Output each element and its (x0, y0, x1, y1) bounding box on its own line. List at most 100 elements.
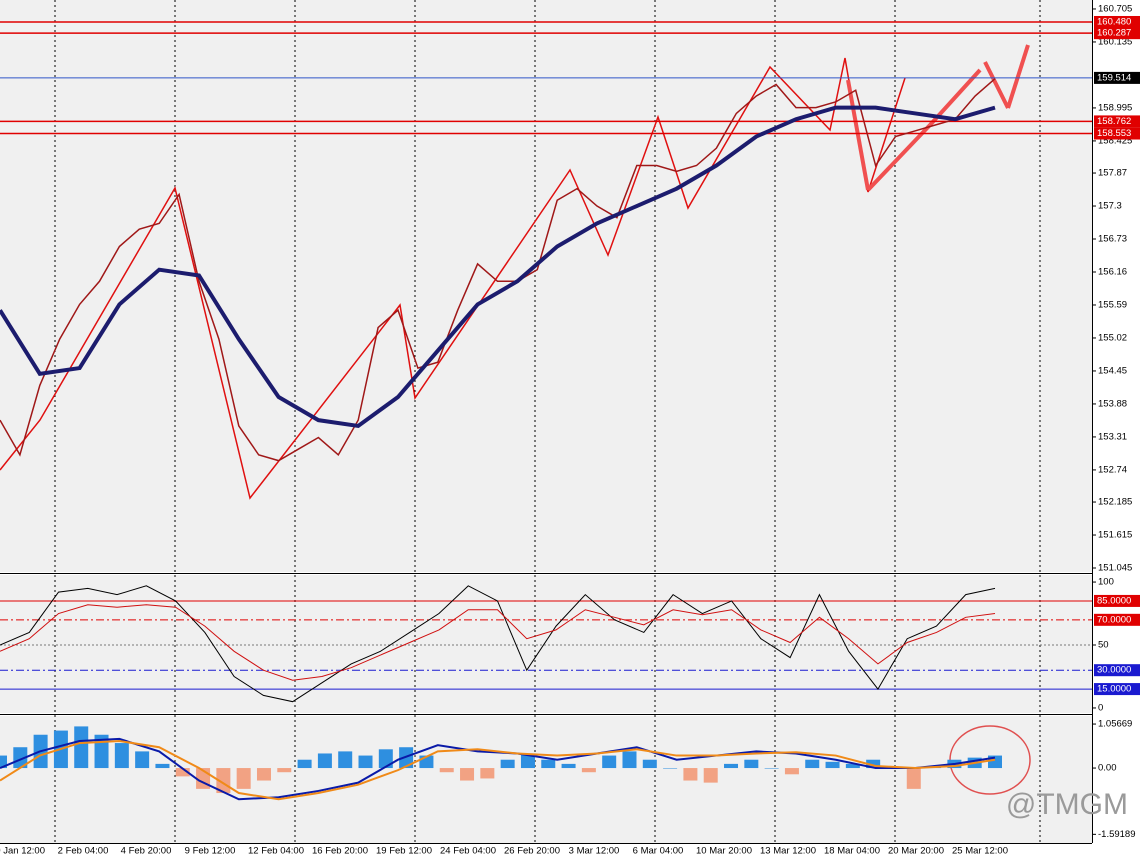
histogram-bar (216, 768, 231, 794)
level-label: 70.0000 (1097, 614, 1131, 625)
x-tick-label: 18 Mar 04:00 (824, 846, 880, 857)
x-tick-label: 19 Feb 12:00 (376, 846, 432, 857)
y-tick-label: 152.185 (1098, 497, 1132, 508)
level-label: 158.553 (1097, 128, 1131, 139)
y-tick-label: 153.31 (1098, 431, 1127, 442)
histogram-bar (439, 768, 454, 773)
histogram-bar (642, 759, 657, 769)
y-tick-label: 0.00 (1098, 763, 1117, 774)
histogram-bar (460, 768, 475, 781)
histogram-bar (500, 759, 515, 769)
histogram-bar (135, 751, 150, 769)
series-line (0, 737, 996, 801)
histogram-bar (297, 759, 312, 769)
x-tick-label: 26 Feb 20:00 (504, 846, 560, 857)
x-tick-label: 13 Mar 12:00 (760, 846, 816, 857)
y-tick-label: 50 (1098, 640, 1109, 651)
y-tick-label: 0 (1098, 702, 1103, 713)
histogram-bar (764, 768, 779, 769)
level-label: 160.480 (1097, 17, 1131, 28)
histogram-bar (317, 753, 332, 769)
x-tick-label: 20 Mar 20:00 (888, 846, 944, 857)
x-tick-label: 25 Mar 12:00 (952, 846, 1008, 857)
histogram-bar (378, 749, 393, 769)
y-tick-label: 154.45 (1098, 365, 1127, 376)
y-tick-label: 158.995 (1098, 102, 1132, 113)
level-label-box (1094, 594, 1140, 607)
level-label-box (1094, 683, 1140, 696)
y-tick-label: 152.74 (1098, 464, 1127, 475)
series-line (0, 604, 996, 681)
histogram-bar (256, 768, 271, 781)
level-label-box (1094, 27, 1140, 40)
histogram-bar (358, 755, 373, 769)
y-tick-label: 155.02 (1098, 332, 1127, 343)
x-tick-label: 9 Feb 12:00 (185, 846, 236, 857)
histogram-bar (155, 763, 170, 769)
histogram-bar (541, 759, 556, 769)
y-tick-label: 157.87 (1098, 168, 1127, 179)
x-tick-label: 24 Feb 04:00 (440, 846, 496, 857)
zigzag (0, 57, 906, 500)
macd-panel (0, 716, 1092, 843)
x-tick-label: 6 Mar 04:00 (633, 846, 684, 857)
price-panel (0, 0, 1092, 572)
level-label: 30.0000 (1097, 665, 1131, 676)
y-tick-label: 151.615 (1098, 530, 1132, 541)
x-tick-label: 10 Mar 20:00 (696, 846, 752, 857)
histogram-bar (74, 726, 89, 769)
level-label-box (1094, 613, 1140, 626)
y-tick-label: 157.3 (1098, 201, 1122, 212)
series-line (0, 585, 996, 703)
level-label: 159.514 (1097, 72, 1131, 83)
watermark: @TMGM (1006, 788, 1128, 821)
histogram-bar (866, 759, 881, 769)
level-label-box (1094, 664, 1140, 677)
plot-layer: 160.705 160.135 158.995 158.425 157.87 157.3 1… (0, 3, 1140, 857)
x-tick-label: 2 Feb 04:00 (58, 846, 109, 857)
histogram-bar (784, 768, 799, 775)
y-tick-label: 151.045 (1098, 563, 1132, 574)
histogram-bar (622, 751, 637, 769)
histogram-bar (906, 768, 921, 789)
histogram-bar (480, 768, 495, 779)
histogram-bar (0, 755, 7, 769)
y-tick-label: 155.59 (1098, 299, 1127, 310)
histogram-bar (236, 768, 251, 789)
level-label-box (1094, 71, 1140, 84)
y-tick-label: -1.59189 (1098, 829, 1136, 840)
level-label-box (1094, 115, 1140, 128)
histogram-bar (845, 763, 860, 769)
y-tick-label: 1.05669 (1098, 719, 1132, 730)
histogram-bar (825, 761, 840, 769)
histogram-bar (703, 768, 718, 783)
histogram-bar (805, 759, 820, 769)
histogram-bar (338, 751, 353, 769)
level-label: 15.0000 (1097, 684, 1131, 695)
histogram-bar (175, 768, 190, 777)
histogram-bar (663, 768, 678, 769)
level-label-box (1094, 127, 1140, 140)
y-tick-label: 153.88 (1098, 398, 1127, 409)
level-label-box (1094, 15, 1140, 28)
x-tick-label: 29 Jan 12:00 (0, 846, 45, 857)
y-tick-label: 158.425 (1098, 135, 1132, 146)
y-tick-label: 156.73 (1098, 234, 1127, 245)
stochastic-panel (0, 575, 1092, 713)
histogram-bar (277, 768, 292, 773)
series-line (0, 105, 996, 429)
level-label: 158.762 (1097, 116, 1131, 127)
level-label: 160.287 (1097, 28, 1131, 39)
x-tick-label: 4 Feb 20:00 (121, 846, 172, 857)
x-tick-label: 3 Mar 12:00 (569, 846, 620, 857)
histogram-bar (602, 755, 617, 769)
y-tick-label: 160.135 (1098, 36, 1132, 47)
histogram-bar (683, 768, 698, 781)
level-label: 85.0000 (1097, 595, 1131, 606)
y-tick-label: 160.705 (1098, 3, 1132, 14)
histogram-bar (114, 743, 129, 769)
y-tick-label: 100 (1098, 577, 1114, 588)
y-tick-label: 156.16 (1098, 267, 1127, 278)
histogram-bar (581, 768, 596, 773)
